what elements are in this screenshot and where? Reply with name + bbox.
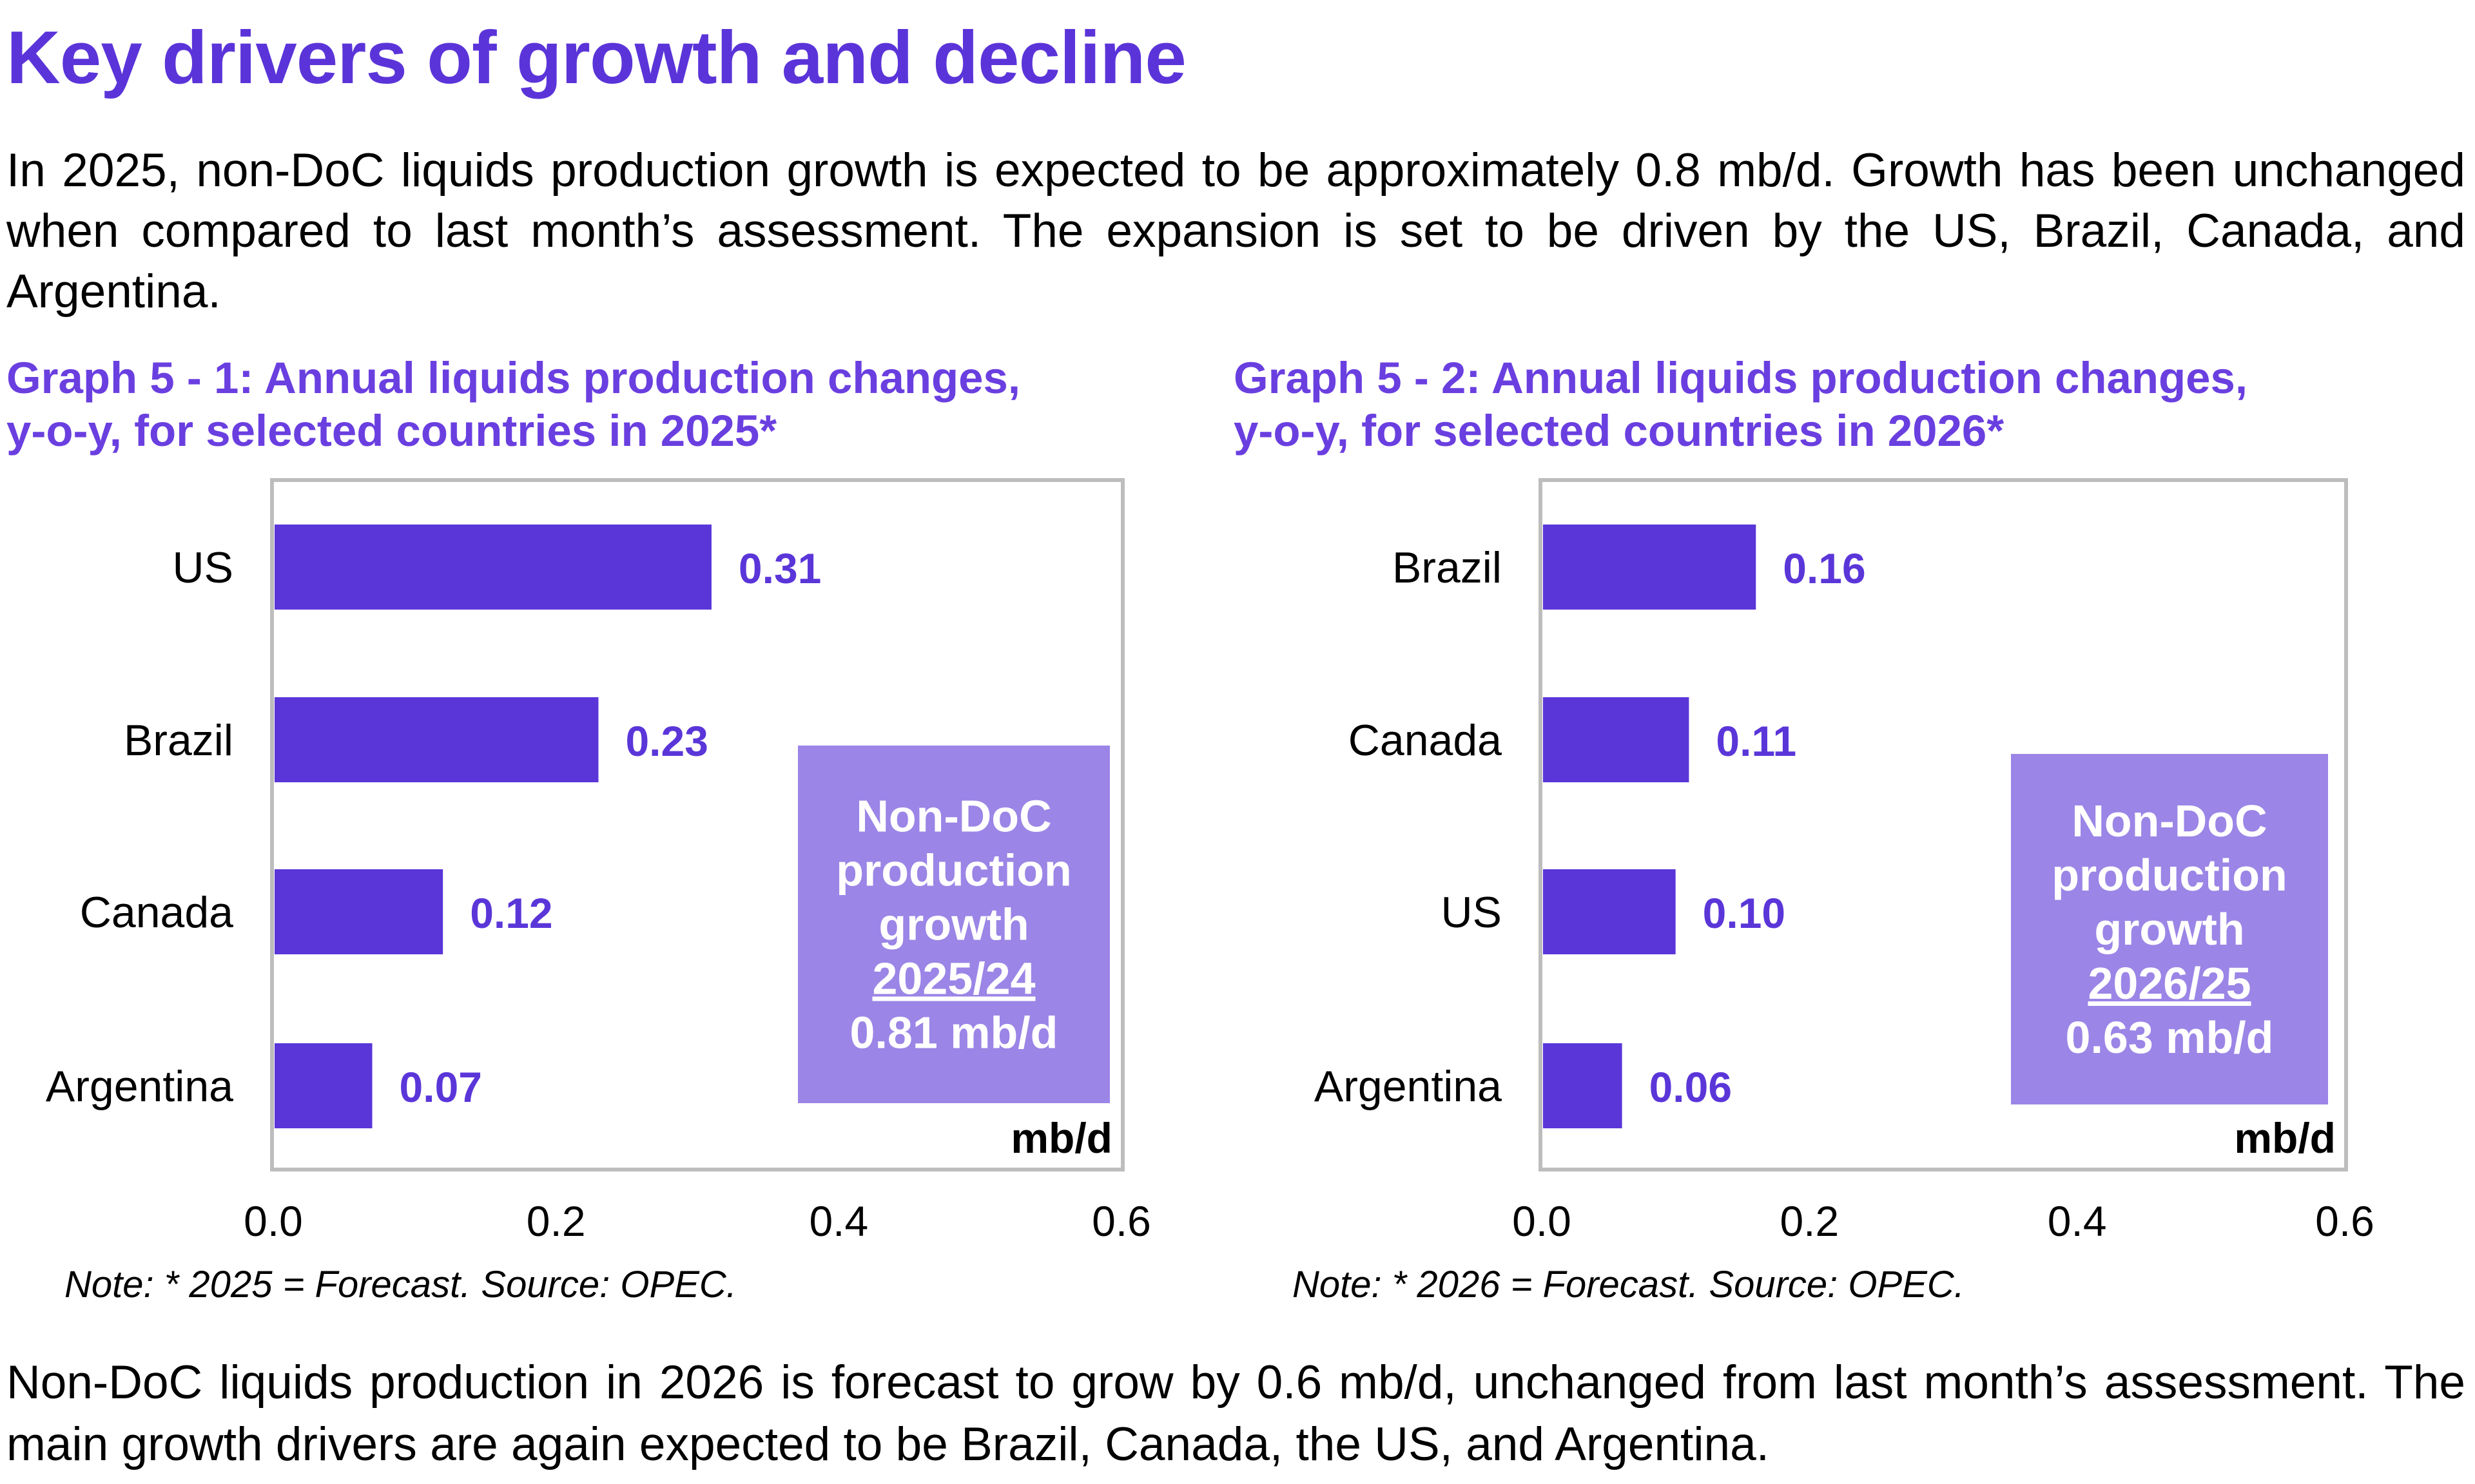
bar-us (1543, 869, 1676, 954)
category-label: Canada (80, 888, 233, 937)
x-tick-label: 0.2 (527, 1197, 586, 1245)
graph-2-title-line-1: Graph 5 - 2: Annual liquids production c… (1234, 353, 2248, 403)
graph-2-note: Note: * 2026 = Forecast. Source: OPEC. (1292, 1264, 1965, 1306)
x-tick-label: 0.6 (2315, 1197, 2374, 1245)
value-label: 0.07 (400, 1063, 482, 1111)
plot-frame (270, 478, 1125, 1171)
graph-1-title: Graph 5 - 1: Annual liquids production c… (6, 352, 1020, 458)
annotation-text-line: Non-DoC (856, 791, 1051, 842)
annotation-text-line: growth (878, 900, 1029, 950)
page-title: Key drivers of growth and decline (6, 15, 1187, 99)
value-label: 0.10 (1703, 889, 1785, 937)
annotation-text-line: growth (2094, 904, 2244, 954)
category-label: US (173, 543, 233, 592)
value-label: 0.23 (625, 717, 708, 765)
category-label: Argentina (46, 1062, 233, 1111)
annotation-text-line: Non-DoC (2072, 796, 2267, 846)
x-tick-label: 0.2 (1780, 1197, 1839, 1245)
bar-canada (1543, 697, 1689, 782)
unit-label: mb/d (1011, 1114, 1112, 1162)
x-tick-label: 0.0 (1512, 1197, 1571, 1245)
annotation-box (798, 746, 1110, 1103)
annotation-text-line: 0.81 mb/d (850, 1008, 1058, 1058)
value-label: 0.16 (1783, 544, 1865, 592)
annotation-box (2011, 754, 2328, 1104)
bar-brazil (275, 697, 599, 782)
annotation-text-line: 2026/25 (2088, 958, 2251, 1008)
graph-1-note: Note: * 2025 = Forecast. Source: OPEC. (64, 1264, 737, 1306)
x-tick-label: 0.4 (2048, 1197, 2107, 1245)
graph-2-title: Graph 5 - 2: Annual liquids production c… (1234, 352, 2247, 458)
category-label: US (1441, 888, 1502, 937)
graph-1-title-line-2: y-o-y, for selected countries in 2025* (6, 406, 777, 456)
category-label: Argentina (1314, 1062, 1502, 1111)
unit-label: mb/d (2234, 1114, 2336, 1162)
x-tick-label: 0.0 (244, 1197, 303, 1245)
bar-argentina (1543, 1043, 1622, 1128)
value-label: 0.06 (1649, 1063, 1732, 1111)
category-label: Brazil (1392, 543, 1502, 592)
x-tick-label: 0.6 (1092, 1197, 1151, 1245)
intro-paragraph: In 2025, non-DoC liquids production grow… (6, 144, 2465, 318)
annotation-text-line: production (836, 845, 1071, 896)
annotation-text-line: 2025/24 (872, 954, 1035, 1004)
annotation-text-line: production (2052, 850, 2287, 900)
category-label: Brazil (124, 716, 233, 765)
annotation-text-line: 0.63 mb/d (2066, 1012, 2274, 1063)
graph-1-title-line-1: Graph 5 - 1: Annual liquids production c… (6, 353, 1021, 403)
bar-argentina (275, 1043, 373, 1128)
value-label: 0.12 (470, 889, 552, 937)
bar-us (275, 525, 712, 610)
bar-brazil (1543, 525, 1756, 610)
closing-paragraph: Non-DoC liquids production in 2026 is fo… (6, 1356, 2465, 1470)
value-label: 0.11 (1716, 717, 1796, 765)
value-label: 0.31 (739, 544, 821, 592)
bar-canada (275, 869, 443, 954)
category-label: Canada (1348, 716, 1502, 765)
graph-2-title-line-2: y-o-y, for selected countries in 2026* (1234, 406, 2004, 456)
plot-frame (1538, 478, 2348, 1171)
x-tick-label: 0.4 (809, 1197, 868, 1245)
